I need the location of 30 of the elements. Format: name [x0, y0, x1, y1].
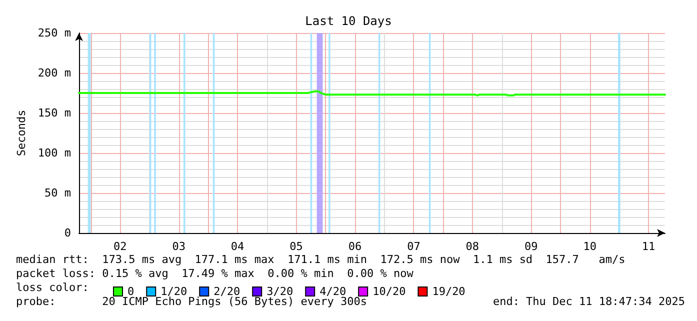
x-tick-label: 06 — [348, 240, 362, 253]
x-tick-label: 08 — [466, 240, 480, 253]
legend-label: 19/20 — [432, 285, 466, 298]
x-tick-label: 07 — [407, 240, 420, 253]
x-tick-label: 05 — [290, 240, 303, 253]
legend-label: 1/20 — [160, 285, 188, 298]
y-tick-label: 100 m — [38, 146, 72, 160]
y-axis-title: Seconds — [15, 110, 28, 156]
legend-title: loss color: — [16, 281, 89, 294]
y-tick-label: 150 m — [38, 106, 72, 120]
text: median rtt: 173.5 ms avg 177.1 ms max 171.1 ms min 172.5 ms now 1.1 ms sd 157.7 am/s — [16, 253, 626, 266]
chart-title: Last 10 Days — [305, 14, 392, 28]
text: packet loss: 0.15 % avg 17.49 % max 0.00 % min 0.00 % now — [16, 267, 414, 280]
legend-label: 10/20 — [372, 285, 406, 298]
y-tick-label: 0 — [64, 226, 72, 240]
text: probe: 20 ICMP Echo Pings (56 Bytes) every 300s — [16, 295, 367, 308]
x-tick-label: 03 — [172, 240, 186, 253]
y-tick-label: 250 m — [38, 26, 72, 40]
y-tick-label: 50 m — [44, 186, 72, 200]
y-tick-label: 200 m — [38, 66, 72, 80]
text: end: Thu Dec 11 18:47:34 2025 — [492, 295, 686, 308]
x-tick-label: 11 — [642, 240, 656, 253]
x-tick-label: 02 — [113, 240, 127, 253]
legend-label: 0 — [128, 285, 134, 298]
legend-label: 4/20 — [320, 285, 346, 298]
legend-label: 2/20 — [214, 285, 240, 298]
x-tick-label: 10 — [583, 240, 596, 253]
x-tick-label: 09 — [524, 240, 538, 253]
x-tick-label: 04 — [230, 240, 245, 253]
legend-label: 3/20 — [266, 285, 294, 298]
